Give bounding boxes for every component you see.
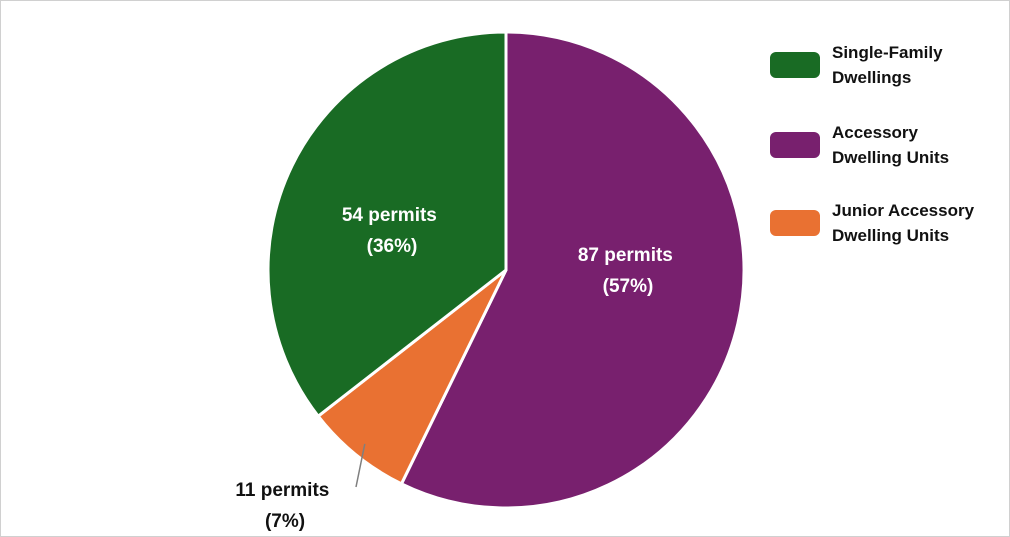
slice-labels: 87 permits (57%) 54 permits (36%) 11 per…	[235, 205, 678, 532]
slice-label-jadu: 11 permits (7%)	[235, 480, 334, 532]
legend-label-single-family: Single-Family Dwellings	[832, 40, 1008, 90]
legend-label-adu-line1: Accessory	[832, 123, 919, 142]
slice-label-jadu-leader-line	[355, 443, 366, 488]
pie-slice-single-family	[266, 30, 508, 418]
legend-item-single-family: Single-Family Dwellings	[770, 40, 1006, 90]
slice-label-adu: 87 permits (57%)	[578, 245, 678, 297]
legend-label-jadu: Junior Accessory Dwelling Units	[832, 198, 1008, 248]
slice-label-adu-line1: 87 permits	[578, 245, 673, 266]
legend-label-single-family-line2: Dwellings	[832, 68, 912, 87]
pie-slice-jadu	[316, 268, 508, 486]
pie-slices	[266, 30, 746, 510]
slice-label-sfd-line2: (36%)	[367, 236, 418, 257]
legend-item-jadu: Junior Accessory Dwelling Units	[770, 198, 1006, 248]
legend-label-adu: Accessory Dwelling Units	[832, 120, 1008, 170]
legend-label-jadu-line2: Dwelling Units	[832, 226, 950, 245]
legend-label-adu-line2: Dwelling Units	[832, 148, 950, 167]
slice-label-adu-line2: (57%)	[603, 276, 654, 297]
legend-swatch-single-family	[770, 52, 820, 78]
slice-label-jadu-line2: (7%)	[265, 511, 305, 532]
slice-label-sfd: 54 permits (36%)	[342, 205, 442, 257]
legend-item-adu: Accessory Dwelling Units	[770, 120, 1006, 170]
slice-label-jadu-line1: 11 permits	[235, 480, 329, 501]
slice-label-sfd-line1: 54 permits	[342, 205, 437, 226]
legend-swatch-jadu	[770, 210, 820, 236]
legend-swatch-adu	[770, 132, 820, 158]
legend-label-single-family-line1: Single-Family	[832, 43, 943, 62]
legend-label-jadu-line1: Junior Accessory	[832, 201, 975, 220]
pie-slice-adu	[399, 30, 746, 510]
